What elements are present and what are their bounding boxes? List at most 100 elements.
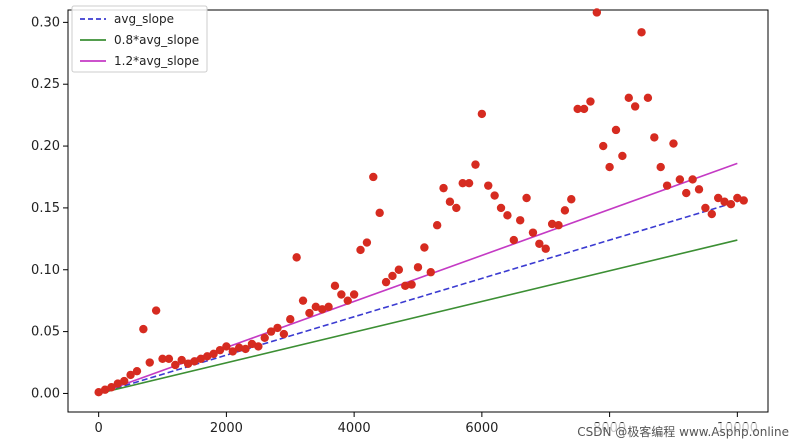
data-point: [567, 195, 576, 204]
data-point: [324, 302, 333, 312]
x-tick-label: 6000: [465, 421, 498, 436]
data-point: [196, 354, 206, 364]
data-point: [126, 370, 135, 380]
data-point: [688, 175, 697, 184]
data-point: [515, 216, 525, 225]
data-point: [682, 188, 691, 198]
data-point: [484, 181, 493, 190]
data-point: [522, 193, 531, 203]
data-point: [579, 104, 589, 114]
watermark: CSDN @极客编程 www.Asphp.online: [574, 423, 792, 440]
data-point: [541, 244, 550, 253]
data-point: [426, 268, 435, 277]
data-point: [637, 28, 646, 37]
data-point: [317, 305, 327, 314]
scatter-points: [94, 8, 748, 397]
data-point: [432, 221, 442, 230]
y-tick-label: 0.00: [31, 386, 60, 401]
data-point: [496, 203, 506, 213]
y-tick-label: 0.20: [31, 139, 60, 154]
data-point: [279, 329, 289, 339]
data-point: [401, 281, 410, 291]
legend-label: avg_slope: [114, 12, 174, 26]
y-tick-label: 0.30: [31, 15, 60, 30]
data-point: [183, 359, 193, 368]
data-point: [113, 379, 123, 388]
legend-label: 0.8*avg_slope: [114, 33, 199, 47]
data-point: [247, 339, 257, 349]
data-point: [375, 208, 384, 218]
legend-label: 1.2*avg_slope: [114, 54, 199, 68]
data-point: [656, 162, 665, 172]
data-point: [554, 221, 563, 230]
data-point: [311, 302, 321, 312]
data-point: [726, 199, 736, 209]
y-tick-label: 0.15: [31, 201, 60, 216]
data-point: [643, 93, 653, 103]
data-point: [388, 271, 397, 281]
data-point: [592, 8, 602, 17]
y-tick-label: 0.25: [31, 77, 60, 92]
data-point: [713, 193, 723, 203]
data-point: [573, 104, 582, 114]
data-point: [599, 141, 608, 151]
data-point: [535, 239, 544, 248]
data-point: [298, 296, 308, 305]
data-point: [215, 345, 225, 355]
data-point: [630, 102, 640, 111]
data-point: [330, 281, 340, 291]
y-tick-label: 0.05: [31, 325, 60, 340]
data-point: [528, 228, 538, 237]
data-point: [305, 308, 314, 318]
data-point: [164, 354, 174, 364]
legend-entries: avg_slope 0.8*avg_slope 1.2*avg_slope: [80, 12, 199, 68]
data-point: [343, 296, 352, 305]
data-point: [120, 376, 129, 386]
data-point: [720, 197, 729, 206]
data-point: [222, 342, 231, 351]
data-point: [234, 343, 244, 352]
series-line-1: [98, 239, 738, 395]
data-point: [605, 162, 614, 172]
data-point: [260, 333, 269, 342]
data-point: [509, 235, 519, 245]
data-point: [464, 178, 474, 188]
data-point: [445, 197, 455, 206]
data-point: [611, 125, 621, 135]
data-point: [490, 191, 499, 200]
data-point: [273, 323, 282, 333]
data-point: [151, 306, 161, 315]
legend-box: [71, 5, 208, 73]
data-point: [624, 93, 633, 103]
data-point: [94, 388, 103, 397]
data-point: [286, 315, 295, 324]
axes-frame: [67, 9, 769, 413]
data-point: [458, 178, 467, 188]
data-point: [560, 206, 570, 215]
data-point: [477, 109, 487, 119]
data-point: [100, 385, 110, 394]
series-line-0: [98, 200, 738, 395]
data-point: [420, 243, 429, 252]
data-point: [171, 360, 180, 370]
data-point: [413, 263, 423, 272]
data-point: [669, 139, 678, 148]
data-point: [203, 352, 212, 361]
data-point: [675, 175, 685, 184]
data-point: [132, 366, 142, 376]
data-point: [471, 160, 480, 169]
x-tick-label: 4000: [338, 421, 371, 436]
data-point: [362, 238, 372, 247]
data-point: [254, 342, 263, 351]
data-point: [707, 209, 716, 219]
data-point: [694, 185, 704, 194]
data-point: [381, 277, 391, 287]
data-point: [503, 211, 512, 220]
data-point: [228, 347, 237, 356]
y-tick-label: 0.10: [31, 263, 60, 278]
data-point: [177, 355, 186, 365]
data-point: [266, 327, 276, 336]
data-point: [356, 245, 365, 255]
data-point: [209, 349, 218, 359]
